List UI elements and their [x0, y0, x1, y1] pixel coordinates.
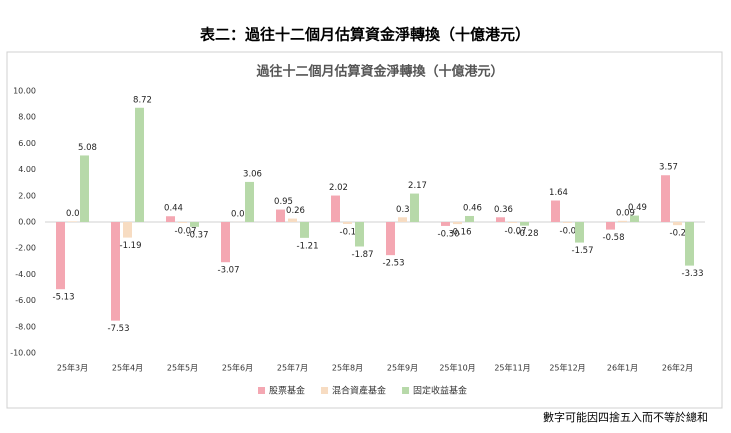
value-label: -5.13 — [53, 293, 75, 303]
y-tick-label: -10.00 — [10, 349, 36, 358]
value-label: 2.17 — [408, 181, 427, 191]
bar — [190, 222, 199, 227]
y-tick-label: -4.00 — [15, 270, 36, 279]
bar — [111, 222, 120, 321]
heading: 表二：過往十二個月估算資金淨轉換（十億港元） — [200, 26, 530, 44]
bar — [300, 222, 309, 238]
legend-swatch — [258, 387, 265, 394]
value-label: -3.07 — [218, 266, 240, 276]
x-tick-label: 25年4月 — [112, 363, 143, 373]
bar — [661, 175, 670, 222]
y-tick-label: -8.00 — [15, 322, 36, 331]
legend-label: 混合資產基金 — [332, 385, 386, 397]
bar — [606, 222, 615, 230]
bar — [508, 222, 517, 223]
legend-label: 固定收益基金 — [413, 385, 467, 397]
x-tick-label: 25年6月 — [222, 363, 253, 373]
bar — [288, 219, 297, 222]
value-label: 0.44 — [164, 204, 183, 214]
bar — [618, 221, 627, 222]
x-tick-label: 25年3月 — [57, 363, 88, 373]
x-tick-label: 25年8月 — [332, 363, 363, 373]
value-label: -0.16 — [450, 228, 472, 238]
value-label: 0.26 — [286, 206, 305, 216]
value-label: -3.33 — [682, 269, 704, 279]
bar — [178, 222, 187, 223]
value-label: -7.53 — [108, 324, 130, 334]
y-tick-label: 4.00 — [18, 165, 36, 174]
bar — [563, 222, 572, 223]
chart-title: 過往十二個月估算資金淨轉換（十億港元） — [255, 64, 503, 80]
x-tick-label: 25年12月 — [549, 363, 585, 373]
value-label: 0.36 — [494, 205, 513, 215]
value-label: 0.46 — [463, 203, 482, 213]
bar — [221, 222, 230, 262]
bar — [453, 222, 462, 224]
x-tick-label: 25年7月 — [277, 363, 308, 373]
y-tick-label: 2.00 — [18, 191, 36, 200]
value-label: -1.21 — [297, 241, 319, 251]
y-tick-label: -6.00 — [15, 296, 36, 305]
x-tick-label: 26年1月 — [607, 363, 638, 373]
bar — [123, 222, 132, 238]
value-label: -0.37 — [187, 230, 209, 240]
bar — [398, 217, 407, 222]
bar — [575, 222, 584, 243]
value-label: -0.58 — [603, 233, 625, 243]
bar — [685, 222, 694, 266]
value-label: -2.53 — [383, 259, 405, 269]
bar — [386, 222, 395, 255]
bar — [343, 222, 352, 224]
value-label: 8.72 — [133, 95, 152, 105]
value-label: 3.57 — [659, 163, 678, 173]
value-label: 2.02 — [329, 183, 348, 193]
value-label: 1.64 — [549, 188, 568, 198]
bar — [551, 201, 560, 222]
x-tick-label: 26年2月 — [662, 363, 693, 373]
footnote: 數字可能因四捨五入而不等於總和 — [543, 410, 708, 424]
legend-swatch — [321, 387, 328, 394]
bar — [135, 108, 144, 222]
bar — [166, 216, 175, 222]
bar — [355, 222, 364, 246]
bar — [68, 221, 77, 222]
y-tick-label: 0.00 — [18, 218, 36, 227]
value-label: 5.08 — [78, 143, 97, 153]
bar — [465, 216, 474, 222]
value-label: -0.28 — [517, 229, 539, 239]
bar — [56, 222, 65, 289]
bar — [80, 155, 89, 222]
value-label: 0.49 — [628, 203, 647, 213]
value-label: -1.87 — [352, 250, 374, 260]
legend-label: 股票基金 — [269, 385, 305, 397]
value-label: -1.19 — [120, 241, 142, 251]
x-tick-label: 25年9月 — [387, 363, 418, 373]
y-tick-label: -2.00 — [15, 244, 36, 253]
x-tick-label: 25年5月 — [167, 363, 198, 373]
x-tick-label: 25年10月 — [439, 363, 475, 373]
bar — [410, 194, 419, 222]
y-tick-label: 6.00 — [18, 139, 36, 148]
bar — [630, 216, 639, 222]
value-label: 3.06 — [243, 169, 262, 179]
bar — [496, 217, 505, 222]
x-tick-label: 25年11月 — [494, 363, 530, 373]
y-tick-label: 8.00 — [18, 113, 36, 122]
bar — [673, 222, 682, 225]
y-tick-label: 10.00 — [13, 87, 36, 96]
bar — [331, 196, 340, 222]
value-label: -1.57 — [572, 246, 594, 256]
bar — [245, 182, 254, 222]
legend-swatch — [402, 387, 409, 394]
bar — [520, 222, 529, 226]
bar — [276, 210, 285, 222]
bar — [441, 222, 450, 226]
